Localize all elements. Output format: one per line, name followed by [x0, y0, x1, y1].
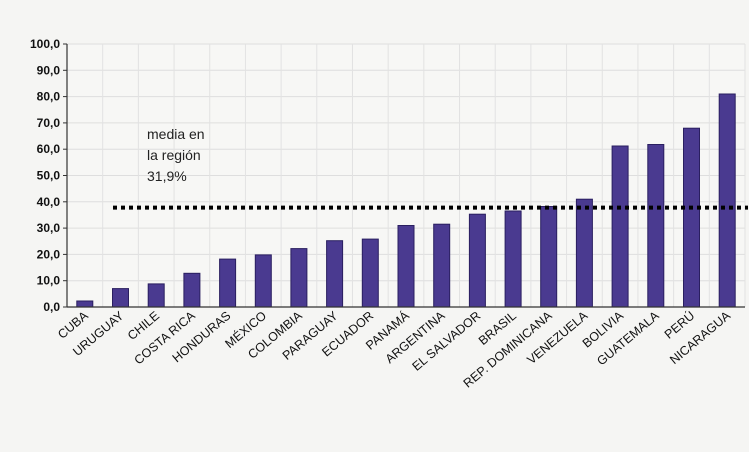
axes: [63, 43, 745, 308]
bar-brasil: [504, 210, 522, 308]
bar-colombia: [290, 248, 308, 308]
bar-uruguay: [112, 288, 129, 308]
y-tick-label-1: 10,0: [37, 274, 61, 288]
bar-per: [683, 127, 700, 308]
bar-guatemala: [647, 144, 665, 308]
bar-m-xico: [254, 254, 272, 308]
annotation-line-1: la región: [147, 147, 201, 163]
y-tick-label-9: 90,0: [37, 63, 61, 77]
y-tick-label-7: 70,0: [37, 116, 61, 130]
y-tick-label-3: 30,0: [37, 221, 61, 235]
bar-ecuador: [361, 238, 379, 308]
bar-honduras: [219, 258, 237, 308]
bar-venezuela: [575, 198, 593, 308]
y-tick-label-4: 40,0: [37, 195, 61, 209]
bar-rep-dominicana: [540, 206, 558, 308]
x-tick-label-16: GUATEMALA: [594, 308, 662, 368]
reference-annotation: media en la región 31,9%: [147, 126, 205, 184]
bar-argentina: [433, 223, 451, 308]
bar-panam: [397, 225, 415, 308]
y-tick-label-2: 20,0: [37, 247, 61, 261]
y-tick-labels: 0,0 10,0 20,0 30,0 40,0 50,0 60,0 70,0 80,0 90,0 1…: [30, 37, 60, 314]
y-tick-label-0: 0,0: [43, 300, 60, 314]
gridlines: [66, 43, 746, 308]
bar-chile: [147, 283, 165, 308]
y-tick-label-10: 100,0: [30, 37, 60, 51]
bar-el-salvador: [468, 213, 486, 308]
bar-cuba: [76, 300, 94, 308]
y-tick-label-5: 50,0: [37, 169, 61, 183]
bar-costa-rica: [183, 272, 201, 308]
y-tick-label-6: 60,0: [37, 142, 61, 156]
bar-bolivia: [611, 145, 629, 308]
bar-paraguay: [326, 240, 344, 308]
bar-nicaragua: [718, 93, 736, 308]
annotation-line-2: 31,9%: [147, 168, 187, 184]
annotation-line-0: media en: [147, 126, 205, 142]
y-tick-label-8: 80,0: [37, 90, 61, 104]
